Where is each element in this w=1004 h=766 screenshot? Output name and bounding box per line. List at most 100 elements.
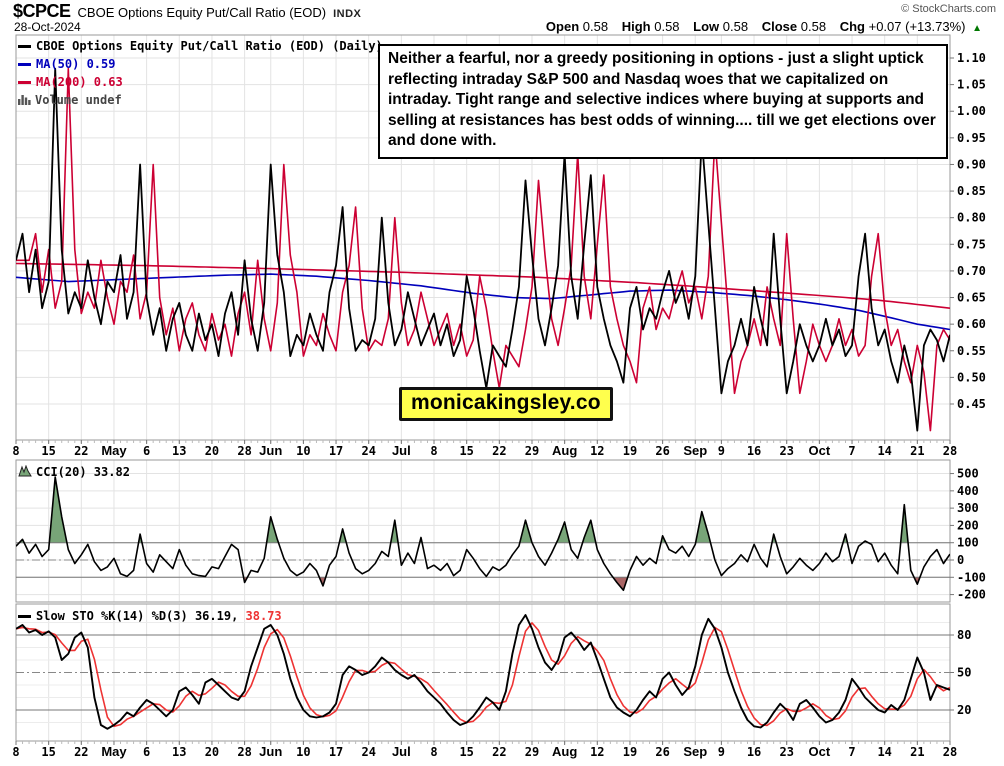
sto-k-swatch-icon (18, 614, 31, 618)
svg-text:8: 8 (430, 444, 437, 458)
quote-bar: Open 0.58 High 0.58 Low 0.58 Close 0.58 … (536, 19, 982, 34)
svg-text:22: 22 (74, 745, 88, 759)
svg-text:80: 80 (957, 628, 971, 642)
open-label: Open (545, 19, 580, 34)
svg-text:9: 9 (718, 745, 725, 759)
svg-text:Aug: Aug (552, 443, 577, 458)
legend-row-ma200: MA(200) 0.63 (18, 73, 383, 91)
svg-text:Jul: Jul (392, 443, 411, 458)
svg-text:17: 17 (329, 444, 343, 458)
svg-text:0.70: 0.70 (957, 264, 986, 278)
svg-text:6: 6 (143, 444, 150, 458)
svg-text:0.85: 0.85 (957, 184, 986, 198)
svg-text:22: 22 (492, 745, 506, 759)
svg-text:20: 20 (205, 745, 219, 759)
svg-text:29: 29 (525, 444, 539, 458)
svg-text:May: May (101, 443, 127, 458)
svg-text:20: 20 (957, 703, 971, 717)
chg-label: Chg (839, 19, 865, 34)
svg-text:28: 28 (237, 745, 251, 759)
svg-text:300: 300 (957, 501, 979, 515)
svg-text:17: 17 (329, 745, 343, 759)
low-value: 0.58 (722, 19, 749, 34)
chart-header: $CPCE CBOE Options Equity Put/Call Ratio… (13, 1, 361, 22)
svg-text:14: 14 (877, 444, 891, 458)
svg-text:13: 13 (172, 745, 186, 759)
copyright-label: © StockCharts.com (901, 3, 996, 15)
page-title: CBOE Options Equity Put/Call Ratio (EOD) (77, 5, 327, 20)
sto-legend: Slow STO %K(14) %D(3) 36.19, 38.73 (18, 607, 282, 625)
svg-text:24: 24 (361, 745, 375, 759)
svg-text:16: 16 (747, 444, 761, 458)
svg-text:10: 10 (296, 444, 310, 458)
svg-text:8: 8 (430, 745, 437, 759)
svg-text:28: 28 (237, 444, 251, 458)
ma50-swatch-icon (18, 62, 31, 66)
ma200-swatch-icon (18, 80, 31, 84)
svg-text:22: 22 (74, 444, 88, 458)
svg-text:16: 16 (747, 745, 761, 759)
svg-text:Sep: Sep (683, 443, 707, 458)
svg-text:14: 14 (877, 745, 891, 759)
svg-text:-100: -100 (957, 570, 986, 584)
volume-bars-icon (18, 93, 31, 108)
analyst-annotation-box: Neither a fearful, nor a greedy position… (378, 44, 948, 159)
svg-text:9: 9 (718, 444, 725, 458)
ma200-label: MA(200) 0.63 (36, 75, 123, 89)
svg-text:15: 15 (41, 745, 55, 759)
svg-text:1.05: 1.05 (957, 78, 986, 92)
volume-label: Volume undef (35, 93, 122, 107)
sto-label-space (238, 609, 245, 623)
svg-text:21: 21 (910, 745, 924, 759)
svg-text:28: 28 (943, 444, 957, 458)
svg-text:Oct: Oct (809, 443, 831, 458)
svg-text:50: 50 (957, 666, 971, 680)
svg-text:20: 20 (205, 444, 219, 458)
svg-text:23: 23 (779, 444, 793, 458)
svg-text:0.60: 0.60 (957, 317, 986, 331)
svg-text:23: 23 (779, 745, 793, 759)
svg-text:-200: -200 (957, 588, 986, 602)
legend-row-ma50: MA(50) 0.59 (18, 55, 383, 73)
svg-text:12: 12 (590, 745, 604, 759)
svg-text:Aug: Aug (552, 744, 577, 759)
svg-text:100: 100 (957, 536, 979, 550)
svg-text:8: 8 (12, 745, 19, 759)
main-legend: CBOE Options Equity Put/Call Ratio (EOD)… (18, 37, 383, 109)
sto-label-red: 38.73 (245, 609, 282, 623)
close-value: 0.58 (800, 19, 827, 34)
ticker-symbol: $CPCE (13, 1, 71, 21)
sto-label-black: Slow STO %K(14) %D(3) 36.19, (36, 609, 239, 623)
legend-row-cci: CCI(20) 33.82 (18, 463, 130, 481)
svg-text:13: 13 (172, 444, 186, 458)
svg-text:0: 0 (957, 553, 964, 567)
high-value: 0.58 (654, 19, 680, 34)
svg-text:500: 500 (957, 467, 979, 481)
svg-text:7: 7 (848, 444, 855, 458)
svg-text:8: 8 (12, 444, 19, 458)
svg-text:0.80: 0.80 (957, 211, 986, 225)
svg-text:200: 200 (957, 518, 979, 532)
svg-text:10: 10 (296, 745, 310, 759)
svg-text:15: 15 (459, 444, 473, 458)
svg-text:Jun: Jun (259, 744, 282, 759)
watermark-badge: monicakingsley.co (399, 387, 613, 421)
svg-text:21: 21 (910, 444, 924, 458)
svg-text:0.55: 0.55 (957, 344, 986, 358)
svg-text:0.95: 0.95 (957, 131, 986, 145)
svg-text:6: 6 (143, 745, 150, 759)
svg-text:26: 26 (655, 745, 669, 759)
svg-text:28: 28 (943, 745, 957, 759)
price-series-swatch-icon (18, 44, 31, 48)
close-label: Close (761, 19, 798, 34)
svg-text:19: 19 (623, 745, 637, 759)
svg-text:1.00: 1.00 (957, 104, 986, 118)
legend-row-sto: Slow STO %K(14) %D(3) 36.19, 38.73 (18, 607, 282, 625)
svg-text:0.75: 0.75 (957, 237, 986, 251)
svg-text:12: 12 (590, 444, 604, 458)
change-up-arrow-icon: ▲ (972, 23, 982, 34)
legend-row-price: CBOE Options Equity Put/Call Ratio (EOD)… (18, 37, 383, 55)
svg-text:0.50: 0.50 (957, 370, 986, 384)
svg-text:15: 15 (459, 745, 473, 759)
